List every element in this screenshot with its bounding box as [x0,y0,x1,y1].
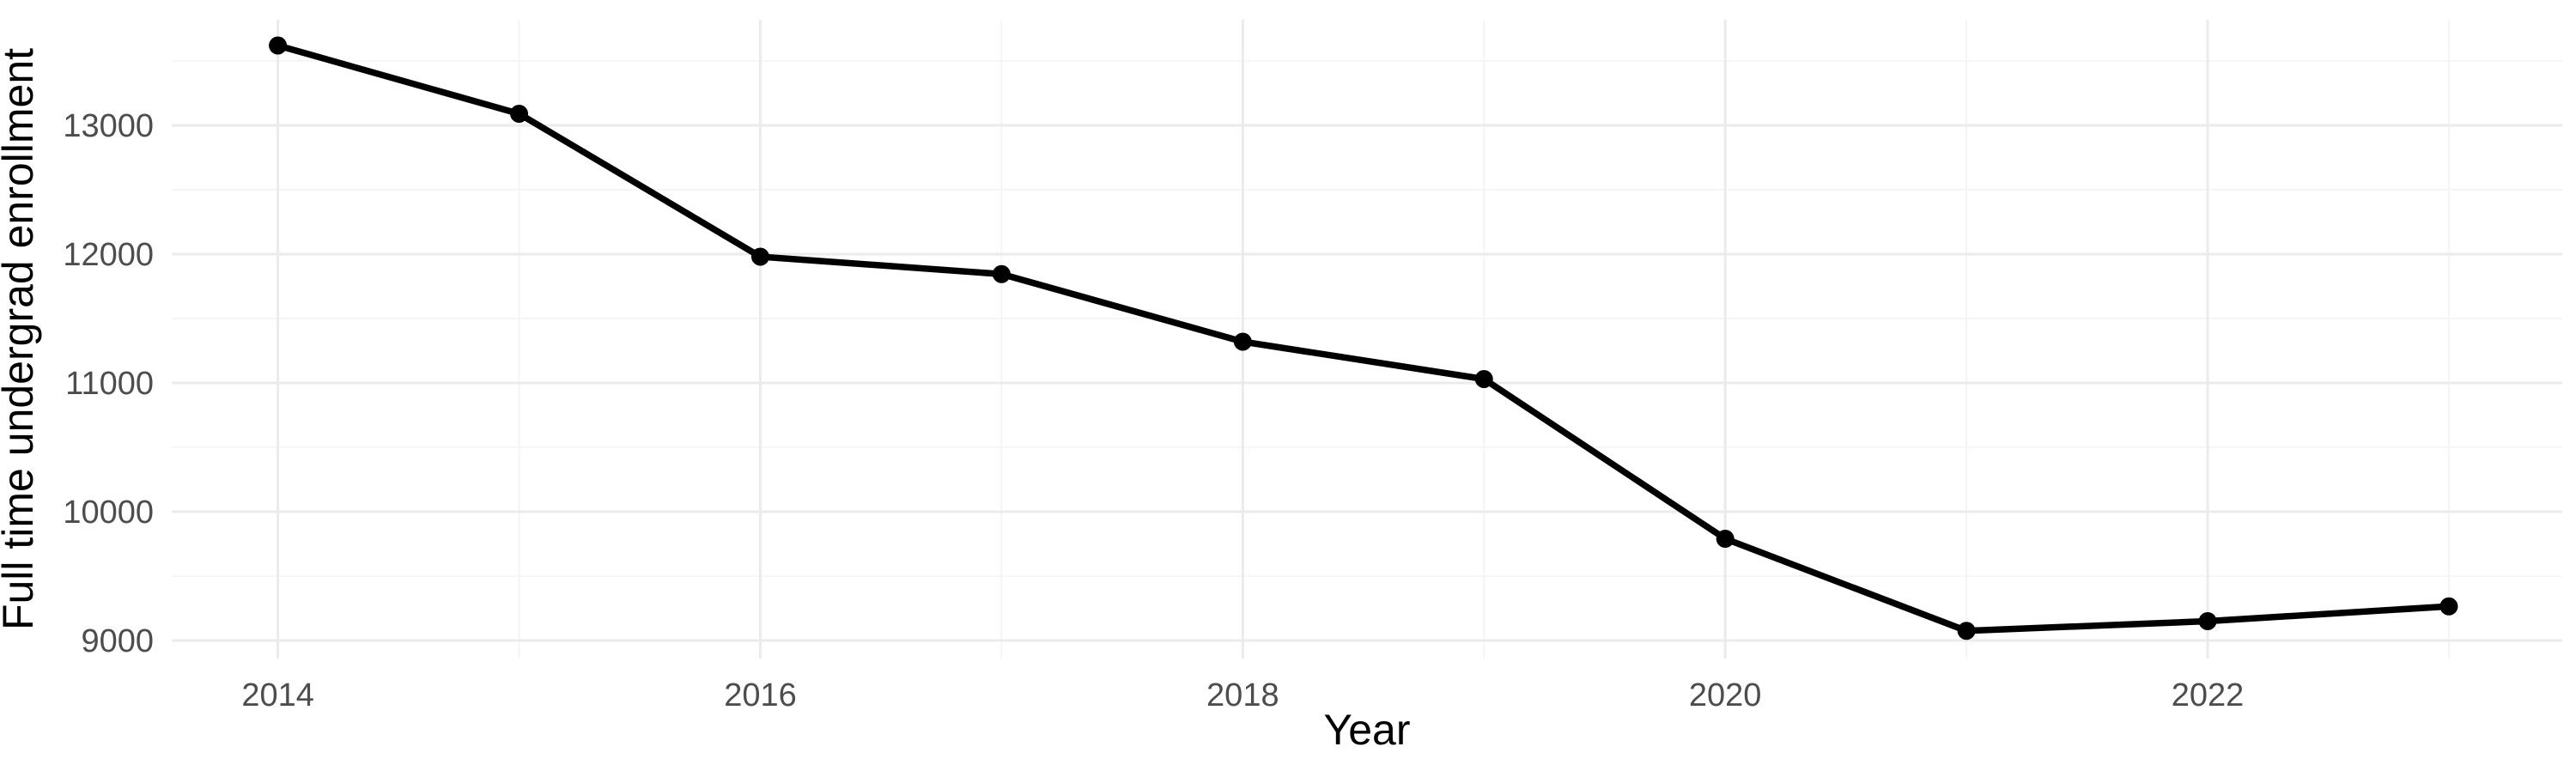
y-tick-label: 10000 [63,495,154,531]
data-point [1474,370,1493,388]
y-tick-label: 11000 [65,366,154,402]
data-point [1233,332,1252,351]
major-gridlines [172,20,2562,659]
data-point [992,264,1011,283]
data-point [750,247,769,266]
x-tick-label: 2022 [2172,677,2245,713]
x-tick-label: 2016 [724,677,797,713]
x-tick-label: 2018 [1206,677,1279,713]
y-tick-label: 13000 [63,108,154,144]
y-tick-label: 9000 [81,623,154,659]
data-point [269,36,288,55]
enrollment-trend-line [276,42,2450,634]
x-axis-title: Year [1323,706,1410,754]
y-axis-tick-labels: 9000 10000 11000 12000 13000 [63,108,154,659]
x-tick-label: 2014 [241,677,314,713]
data-point [1957,622,1976,640]
data-line-series [276,42,2450,634]
x-tick-label: 2020 [1689,677,1762,713]
data-point [2198,612,2217,630]
data-point [510,105,529,123]
x-axis-tick-labels: 2014 2016 2018 2020 2022 [241,677,2244,713]
minor-gridlines [172,20,2562,659]
data-points [269,36,2458,640]
y-axis-title: Full time undergrad enrollment [0,48,42,630]
data-point [1716,530,1735,548]
y-tick-label: 12000 [63,237,154,273]
data-point [2439,597,2458,616]
